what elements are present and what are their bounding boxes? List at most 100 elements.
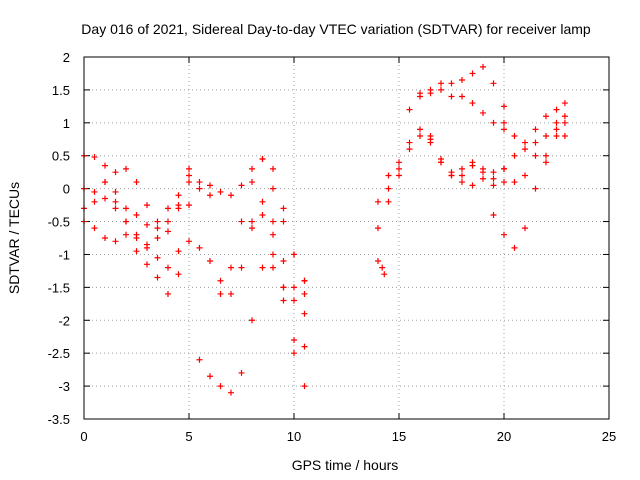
data-point [91,188,98,195]
data-point [270,231,276,238]
data-point [102,162,108,169]
data-point [112,238,119,245]
data-point [417,126,423,133]
data-point [259,211,266,218]
data-point [385,172,392,179]
data-point [175,248,182,255]
data-point [259,156,266,163]
data-point [459,179,465,186]
data-point [249,179,255,186]
data-point [501,103,507,110]
data-point [459,165,465,172]
data-point [186,202,192,209]
series-sat-s [501,100,568,172]
data-point [480,63,486,70]
data-point [532,139,539,146]
data-point [196,244,203,251]
data-point [469,182,476,189]
data-point [102,195,108,202]
y-tick-label: -2 [58,313,70,328]
data-point [480,169,486,176]
data-point [175,271,182,278]
data-point [102,235,108,241]
data-point [186,238,192,245]
data-point [217,290,224,297]
data-point [123,205,129,212]
data-point [459,172,465,179]
data-point [543,159,549,166]
data-point [270,251,276,258]
series-sat-i [217,156,308,297]
data-point [532,185,539,192]
data-point [133,211,140,218]
x-tick-label: 10 [287,429,301,444]
data-point [469,162,476,169]
data-point [381,271,388,278]
data-point [112,169,119,176]
data-point [186,172,192,179]
series-sat-p [417,80,507,126]
series-sat-d [81,218,192,297]
data-point [396,165,402,172]
series-sat-j [249,211,308,390]
data-point [280,258,287,265]
data-point [480,109,486,116]
data-point [112,188,119,195]
data-point [228,389,234,396]
data-point [543,113,549,120]
data-point [228,264,234,271]
data-point [91,198,98,205]
data-point [165,228,171,235]
data-point [561,132,568,139]
data-point [501,231,507,238]
data-point [511,132,518,139]
data-point [91,154,98,161]
data-point [522,139,528,146]
data-point [291,284,297,291]
series-sat-n [375,132,507,205]
data-point [280,297,287,304]
data-point [196,356,203,363]
data-point [196,185,203,192]
y-tick-label: -0.5 [48,215,70,230]
data-point [459,77,465,84]
data-point [112,198,119,205]
data-point [511,244,518,251]
data-point [165,264,171,271]
data-point [480,175,486,182]
data-point [91,225,98,232]
data-point [259,264,266,271]
data-point [291,337,297,344]
data-point [501,165,507,172]
data-point [438,86,444,93]
data-point [249,165,255,172]
data-point [427,132,434,139]
data-point [133,179,140,186]
data-point [259,198,266,205]
series-sat-f [186,156,308,284]
data-point [561,113,568,120]
series-sat-t [501,119,568,159]
data-point [217,188,224,195]
y-tick-label: 1.5 [52,83,70,98]
series-sat-q [375,258,388,278]
data-point [501,179,507,186]
data-point [532,126,539,133]
axis-ticks: 0 5 10 15 20 25 -3.5 -3 -2.5 -2 -1.5 -1 -0.5 0 0.5 1 1.5… [48,50,617,444]
series-sat-o [427,132,507,189]
data-point [144,261,150,268]
y-tick-label: 0 [63,182,70,197]
data-point [543,152,549,159]
data-point [417,93,423,100]
y-tick-label: 1 [63,116,70,131]
data-point [385,185,392,192]
data-point [186,165,192,172]
data-point [238,264,245,271]
data-point [154,218,161,225]
data-point [417,132,423,139]
data-point [561,119,568,126]
data-point [280,205,287,212]
data-point [249,218,255,225]
data-point [207,182,213,189]
